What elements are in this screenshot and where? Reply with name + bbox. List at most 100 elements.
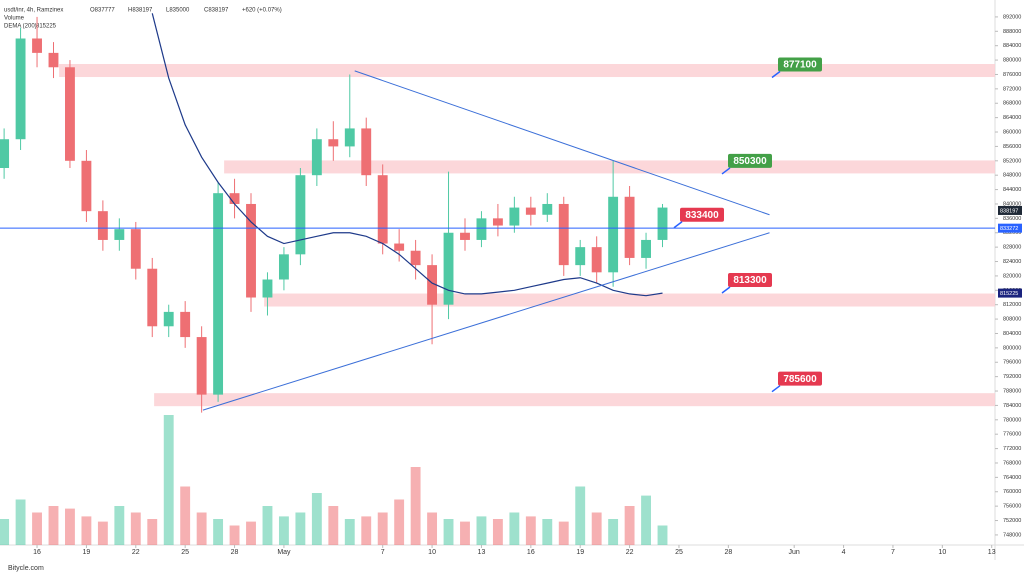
volume-legend: Volume xyxy=(4,16,25,22)
volume-bar xyxy=(427,512,438,545)
level-label-box xyxy=(680,207,724,222)
x-tick-label: 28 xyxy=(231,549,239,556)
y-tick-label: 876000 xyxy=(1003,72,1021,78)
candle-body xyxy=(328,139,339,147)
level-label-box xyxy=(778,371,822,386)
y-tick-label: 852000 xyxy=(1003,158,1021,164)
x-tick-label: 25 xyxy=(675,549,683,556)
trendline xyxy=(202,232,770,411)
candle-body xyxy=(624,196,635,258)
price-axis-label-box xyxy=(998,205,1022,215)
y-tick-label: 892000 xyxy=(1003,14,1021,20)
volume-bar xyxy=(492,519,503,545)
ohlc-value: H838197 xyxy=(128,8,153,14)
x-tick-label: 22 xyxy=(626,549,634,556)
volume-bar xyxy=(509,512,520,545)
y-tick-label: 756000 xyxy=(1003,504,1021,510)
y-tick-label: 824000 xyxy=(1003,259,1021,265)
candle-body xyxy=(163,311,174,327)
candle-body xyxy=(591,247,602,273)
level-label-box xyxy=(728,273,772,288)
volume-bar xyxy=(311,493,322,545)
volume-bar xyxy=(278,516,289,545)
level-label: 813300 xyxy=(733,275,767,286)
y-tick-label: 844000 xyxy=(1003,187,1021,193)
y-tick-label: 884000 xyxy=(1003,43,1021,49)
candle-body xyxy=(608,196,619,273)
y-tick-label: 776000 xyxy=(1003,432,1021,438)
dema-legend: DEMA (200) xyxy=(4,24,37,30)
candle-body xyxy=(476,218,487,240)
candle-body xyxy=(575,247,586,266)
volume-bar xyxy=(608,519,619,545)
level-label-box xyxy=(778,57,822,72)
y-tick-label: 792000 xyxy=(1003,374,1021,380)
y-tick-label: 856000 xyxy=(1003,144,1021,150)
candle-body xyxy=(15,38,26,140)
y-tick-label: 864000 xyxy=(1003,115,1021,121)
candle-body xyxy=(32,38,42,53)
volume-bar xyxy=(558,521,569,545)
volume-bar xyxy=(262,506,273,545)
y-tick-label: 804000 xyxy=(1003,331,1021,337)
volume-bar xyxy=(213,519,224,545)
level-label-box xyxy=(728,153,772,168)
y-tick-label: 872000 xyxy=(1003,86,1021,92)
y-tick-label: 888000 xyxy=(1003,29,1021,35)
volume-bar xyxy=(624,506,635,545)
x-tick-label: 22 xyxy=(132,549,140,556)
volume-bar xyxy=(81,516,92,545)
y-tick-label: 800000 xyxy=(1003,345,1021,351)
candle-body xyxy=(262,279,273,298)
x-tick-label: 25 xyxy=(181,549,189,556)
symbol: usdt/inr, 4h, Ramzinex xyxy=(4,8,63,14)
y-tick-label: 832000 xyxy=(1003,230,1021,236)
candle-body xyxy=(410,250,421,266)
price-axis-label: 838197 xyxy=(1000,208,1018,214)
candle-body xyxy=(147,268,158,327)
y-tick-label: 748000 xyxy=(1003,532,1021,538)
level-band xyxy=(224,160,995,174)
level-label: 877100 xyxy=(783,60,817,71)
x-tick-label: May xyxy=(277,549,291,556)
y-tick-label: 812000 xyxy=(1003,302,1021,308)
y-tick-label: 836000 xyxy=(1003,216,1021,222)
y-tick-label: 840000 xyxy=(1003,201,1021,207)
candle-body xyxy=(0,139,10,168)
x-tick-label: 13 xyxy=(988,549,996,556)
volume-bar xyxy=(229,525,240,545)
volume-bar xyxy=(147,519,158,545)
candle-body xyxy=(344,128,355,147)
candle-body xyxy=(542,203,553,215)
candle-body xyxy=(114,229,125,240)
y-tick-label: 788000 xyxy=(1003,388,1021,394)
volume-bar xyxy=(0,519,10,545)
volume-bar xyxy=(641,495,651,545)
y-tick-label: 768000 xyxy=(1003,460,1021,466)
ohlc-value: C838197 xyxy=(204,8,229,14)
candle-body xyxy=(311,139,322,176)
x-tick-label: 13 xyxy=(478,549,486,556)
volume-bar xyxy=(460,521,470,545)
candle-body xyxy=(130,229,141,269)
volume-bar xyxy=(591,512,602,545)
x-tick-label: 7 xyxy=(891,549,895,556)
y-tick-label: 868000 xyxy=(1003,101,1021,107)
ohlc-value: +620 (+0.07%) xyxy=(242,8,282,14)
candle-body xyxy=(525,207,536,215)
candle-body xyxy=(377,175,388,244)
candle-body xyxy=(295,175,306,255)
x-tick-label: 4 xyxy=(842,549,846,556)
candle-body xyxy=(492,218,503,226)
dema-line xyxy=(151,13,663,297)
y-tick-label: 860000 xyxy=(1003,129,1021,135)
candle-body xyxy=(278,254,289,280)
volume-bar xyxy=(410,467,421,545)
volume-bar xyxy=(394,499,405,545)
candle-body xyxy=(394,243,405,251)
y-tick-label: 880000 xyxy=(1003,58,1021,64)
y-tick-label: 752000 xyxy=(1003,518,1021,524)
candle-body xyxy=(509,207,520,226)
volume-bar xyxy=(163,415,174,545)
